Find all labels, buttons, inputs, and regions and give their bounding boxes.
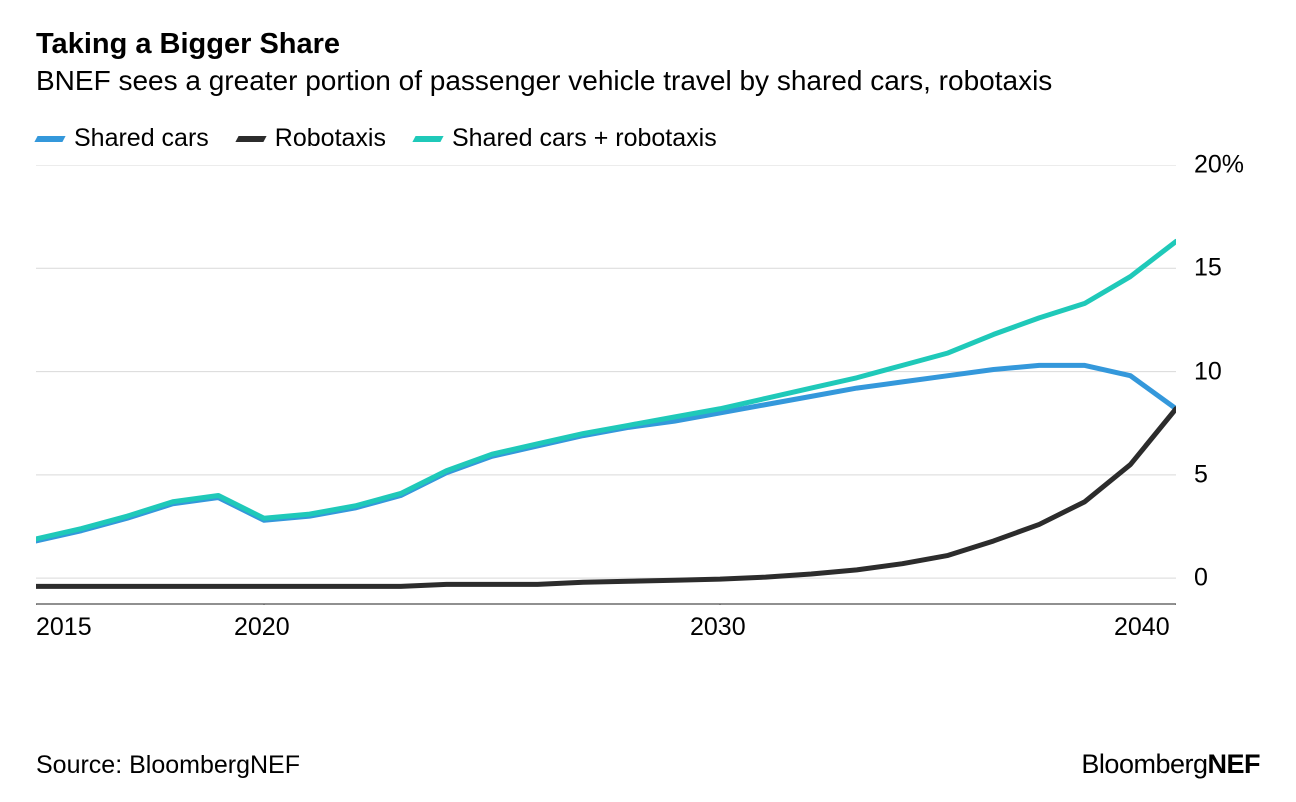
y-tick-label: 20%: [1194, 151, 1256, 180]
y-tick-label: 5: [1194, 460, 1256, 489]
legend-item: Shared cars + robotaxis: [414, 124, 717, 153]
chart-title: Taking a Bigger Share: [36, 28, 1260, 61]
series-combined: [36, 241, 1176, 538]
y-axis-labels: 05101520%: [1176, 165, 1256, 605]
legend-item: Shared cars: [36, 124, 209, 153]
x-tick-label: 2015: [36, 613, 92, 642]
x-tick-label: 2030: [690, 613, 746, 642]
legend-label: Robotaxis: [275, 124, 386, 153]
brand-part1: Bloomberg: [1081, 749, 1207, 779]
y-tick-label: 15: [1194, 254, 1256, 283]
legend-swatch: [412, 136, 443, 142]
brand-part2: NEF: [1208, 749, 1261, 779]
x-axis-labels: 2015202020302040: [36, 605, 1256, 635]
legend-swatch: [34, 136, 65, 142]
chart-area: 05101520%: [36, 165, 1256, 605]
chart-subtitle: BNEF sees a greater portion of passenger…: [36, 63, 1260, 98]
legend-swatch: [235, 136, 266, 142]
legend-label: Shared cars + robotaxis: [452, 124, 717, 153]
chart-footer: Source: BloombergNEF BloombergNEF: [36, 749, 1260, 780]
line-chart: [36, 165, 1176, 605]
legend-label: Shared cars: [74, 124, 209, 153]
y-tick-label: 10: [1194, 357, 1256, 386]
legend: Shared cars Robotaxis Shared cars + robota…: [36, 124, 1260, 153]
brand-logo: BloombergNEF: [1081, 749, 1260, 780]
series-shared_cars: [36, 365, 1176, 541]
legend-item: Robotaxis: [237, 124, 386, 153]
x-tick-label: 2020: [234, 613, 290, 642]
x-tick-label: 2040: [1114, 613, 1170, 642]
source-label: Source: BloombergNEF: [36, 751, 300, 780]
y-tick-label: 0: [1194, 564, 1256, 593]
